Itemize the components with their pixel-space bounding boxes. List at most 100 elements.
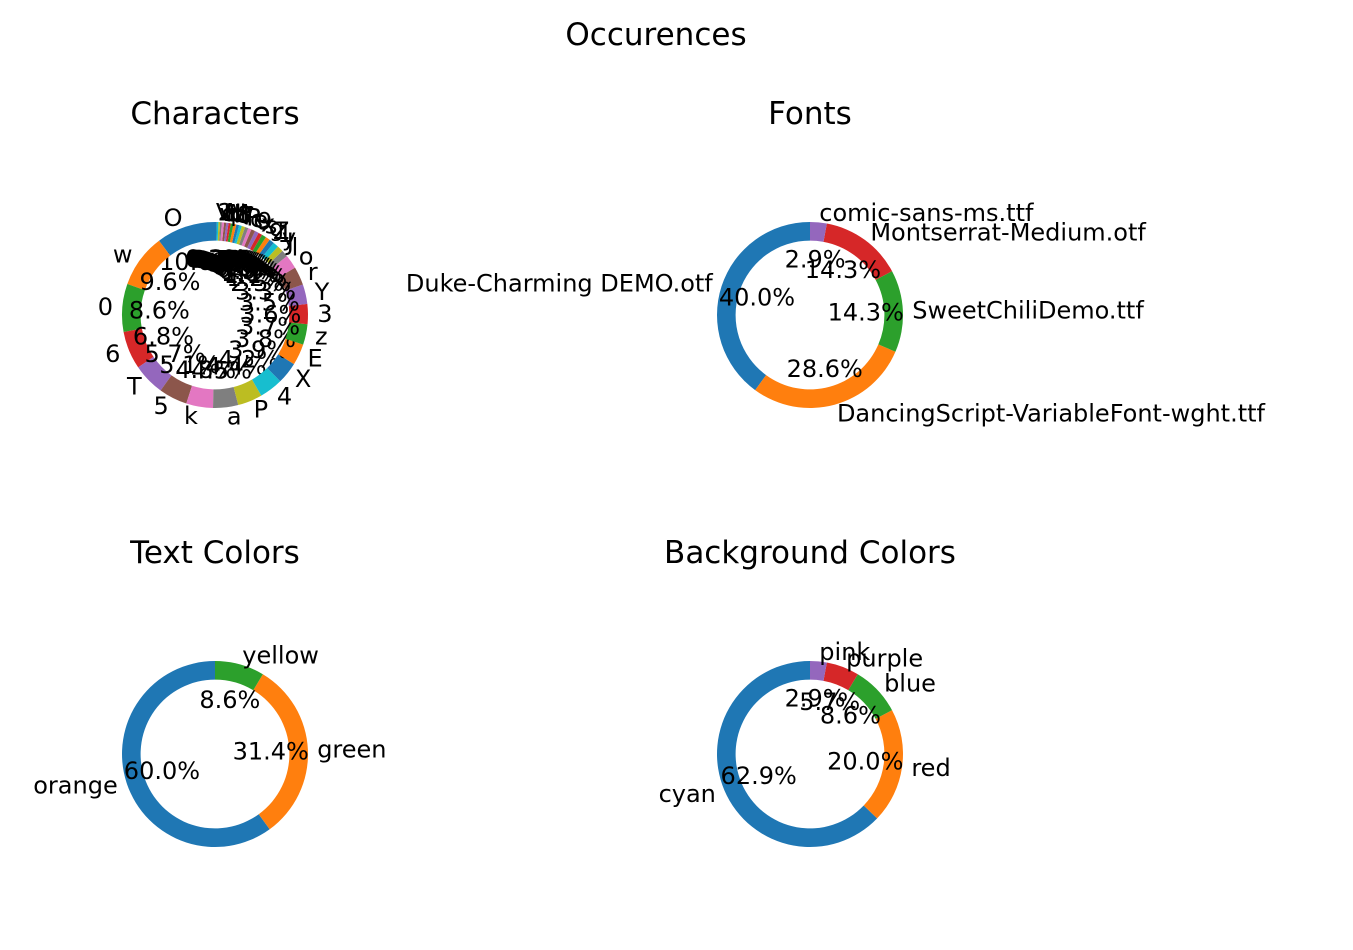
wedge-t [138, 356, 172, 391]
wedge-label-green: green [317, 736, 386, 764]
wedge-sweetchilidemo-ttf [875, 271, 903, 352]
percent-label-o: 10.6% [159, 248, 235, 276]
percent-label-d: 0.4% [193, 246, 254, 274]
wedge-label-o: O [164, 204, 183, 232]
wedge-label-orange: orange [33, 772, 117, 800]
wedge-label-l: l [292, 233, 299, 261]
wedge-label-3: 3 [317, 300, 332, 328]
percent-label-b: 0.5% [195, 246, 256, 274]
percent-label-yellow: 8.6% [199, 686, 260, 714]
percent-label-blue: 8.6% [820, 702, 881, 730]
wedge-label-5: 5 [153, 392, 168, 420]
wedge-label-f: f [243, 203, 252, 231]
percent-label-s: 0.7% [212, 252, 273, 280]
characters-chart-title: Characters [130, 96, 299, 132]
wedge-a [213, 387, 239, 408]
percent-label-k: 4.8% [175, 356, 236, 384]
figure-title: Occurences [565, 17, 746, 53]
wedge-label-blue: blue [884, 669, 936, 697]
percent-label-p: 4.4% [206, 353, 267, 381]
percent-label-y: 1.0% [221, 259, 282, 287]
wedge-cyan [716, 661, 878, 847]
wedge-4 [252, 368, 281, 396]
percent-label-u: 0.4% [189, 245, 250, 273]
wedge-label-u: U [224, 199, 242, 227]
wedge-j [265, 246, 283, 264]
wedge-label-yellow: yellow [242, 641, 319, 669]
percent-label-r: 0.6% [202, 248, 263, 276]
wedge-label-z: Z [273, 217, 289, 245]
percent-label-sweetchilidemo-ttf: 14.3% [828, 299, 904, 327]
wedge-g [252, 234, 266, 253]
percent-label-green: 31.4% [233, 738, 309, 766]
wedge-q [219, 222, 222, 241]
percent-label-9: 0.7% [207, 250, 268, 278]
wedge-label-r: r [308, 258, 318, 286]
percent-label-l: 1.2% [226, 264, 287, 292]
percent-label-duke-charming-demo-otf: 40.0% [719, 284, 795, 312]
wedge-pink [810, 661, 827, 681]
wedge-label-9: 9 [257, 208, 272, 236]
wedge-montserrat-medium-otf [823, 223, 893, 280]
wedge-label-cyan: cyan [659, 780, 716, 808]
wedge-d [225, 222, 231, 242]
wedge-label-0: 0 [98, 293, 113, 321]
wedge-purple [823, 662, 858, 691]
wedge-label-a: a [227, 403, 242, 431]
wedge-label-v: v [220, 199, 234, 227]
wedge-blue [848, 674, 893, 719]
wedge-label-o: o [299, 242, 314, 270]
wedge-comic-sans-ms-ttf [810, 222, 827, 242]
wedge-y [261, 242, 278, 261]
wedge-5 [160, 375, 193, 404]
wedge-2 [216, 222, 219, 241]
wedge-dancingscript-variablefont-wght-ttf [755, 344, 896, 409]
wedge-9 [244, 229, 256, 248]
percent-label-j: 1.1% [224, 261, 285, 289]
percent-label-t: 5.7% [145, 340, 206, 368]
wedge-x [247, 231, 259, 250]
wedge-o [159, 222, 215, 256]
wedge-label-6: 6 [105, 340, 120, 368]
percent-label-v: 0.3% [185, 245, 246, 273]
wedge-label-7: 7 [240, 202, 255, 230]
percent-label-o: 2.5% [230, 269, 291, 297]
wedge-label-2: 2 [218, 199, 233, 227]
wedge-w [127, 240, 171, 291]
percent-label-q: 0.3% [188, 245, 249, 273]
wedge-z [285, 322, 308, 345]
wedge-r [236, 225, 246, 245]
wedge-label-d: d [231, 200, 246, 228]
percent-label-a: 4.5% [191, 356, 252, 384]
wedge-e [278, 338, 304, 365]
wedge-h [222, 222, 227, 242]
wedge-orange [122, 661, 270, 847]
percent-label-x: 3.9% [228, 336, 289, 364]
wedge-p [233, 379, 262, 406]
wedge-label-z: z [315, 323, 328, 351]
percent-label-w: 9.6% [139, 268, 200, 296]
wedge-label-b: b [234, 200, 249, 228]
wedge-7 [232, 224, 240, 244]
wedge-label-y: Y [314, 278, 330, 306]
percent-label-g: 0.8% [214, 254, 275, 282]
wedge-z [255, 237, 270, 255]
wedge-label-dancingscript-variablefont-wght-ttf: DancingScript-VariableFont-wght.ttf [837, 400, 1266, 428]
wedge-v [215, 222, 217, 241]
wedge-o [272, 256, 296, 278]
percent-label-2: 0.3% [186, 245, 247, 273]
percent-label-5: 5.1% [159, 351, 220, 379]
wedge-k [186, 385, 214, 408]
wedge-green [253, 674, 309, 830]
wedge-label-q: q [222, 199, 237, 227]
wedge-f [234, 225, 242, 244]
wedge-label-pink: pink [819, 638, 870, 666]
percent-label-1: 0.9% [219, 257, 280, 285]
wedge-label-purple: purple [846, 644, 923, 672]
wedge-label-duke-charming-demo-otf: Duke-Charming DEMO.otf [406, 269, 713, 297]
wedge-label-s: s [265, 212, 278, 240]
percent-label-montserrat-medium-otf: 14.3% [805, 256, 881, 284]
wedge-label-v: V [216, 199, 233, 227]
